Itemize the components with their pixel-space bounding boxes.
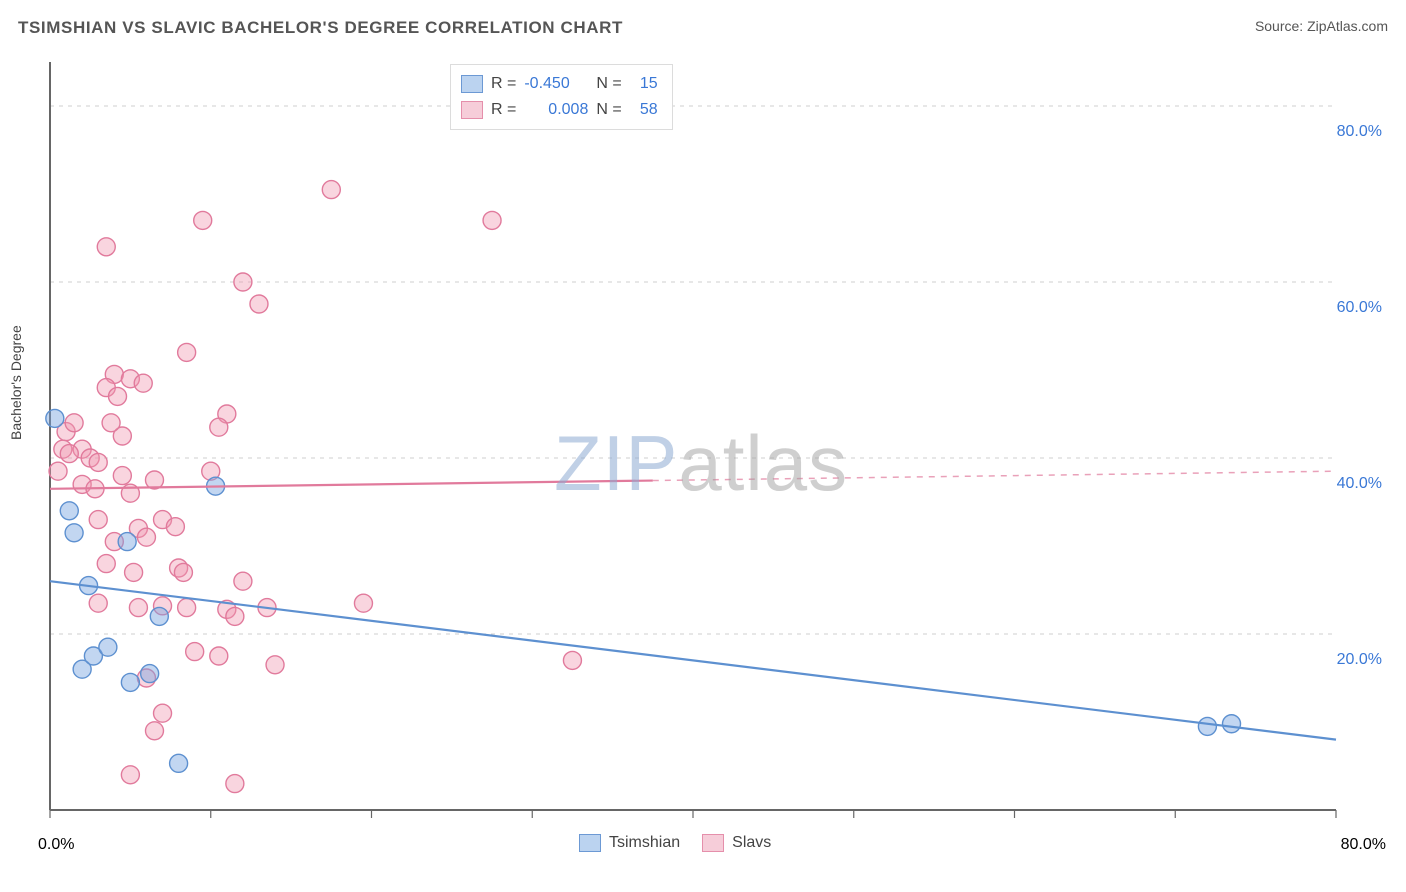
legend-item-tsimshian: Tsimshian bbox=[579, 834, 680, 852]
svg-text:20.0%: 20.0% bbox=[1337, 651, 1382, 668]
scatter-chart: 20.0% 40.0% 60.0% 80.0% bbox=[44, 58, 1388, 830]
r-value: 0.008 bbox=[524, 97, 588, 123]
legend-row-slavs: R = 0.008 N = 58 bbox=[461, 97, 658, 123]
x-axis-min-label: 0.0% bbox=[38, 836, 74, 854]
color-swatch-icon bbox=[461, 75, 483, 93]
n-label: N = bbox=[596, 97, 621, 123]
chart-container: 20.0%40.0%60.0%80.0% ZIPatlas R = -0.450… bbox=[44, 58, 1388, 830]
color-swatch-icon bbox=[461, 101, 483, 119]
svg-text:80.0%: 80.0% bbox=[1337, 123, 1382, 140]
n-value: 15 bbox=[630, 71, 658, 97]
r-label: R = bbox=[491, 71, 516, 97]
series-legend: Tsimshian Slavs bbox=[579, 834, 771, 852]
svg-text:60.0%: 60.0% bbox=[1337, 299, 1382, 316]
y-axis-label: Bachelor's Degree bbox=[8, 325, 24, 440]
color-swatch-icon bbox=[702, 834, 724, 852]
x-axis-max-label: 80.0% bbox=[1341, 836, 1386, 854]
n-label: N = bbox=[596, 71, 621, 97]
source-attribution: Source: ZipAtlas.com bbox=[1255, 18, 1388, 38]
color-swatch-icon bbox=[579, 834, 601, 852]
legend-item-slavs: Slavs bbox=[702, 834, 771, 852]
r-label: R = bbox=[491, 97, 516, 123]
legend-label: Slavs bbox=[732, 834, 771, 852]
correlation-legend: R = -0.450 N = 15 R = 0.008 N = 58 bbox=[450, 64, 673, 130]
r-value: -0.450 bbox=[524, 71, 588, 97]
legend-row-tsimshian: R = -0.450 N = 15 bbox=[461, 71, 658, 97]
svg-text:40.0%: 40.0% bbox=[1337, 475, 1382, 492]
legend-label: Tsimshian bbox=[609, 834, 680, 852]
n-value: 58 bbox=[630, 97, 658, 123]
page-title: TSIMSHIAN VS SLAVIC BACHELOR'S DEGREE CO… bbox=[18, 18, 623, 38]
